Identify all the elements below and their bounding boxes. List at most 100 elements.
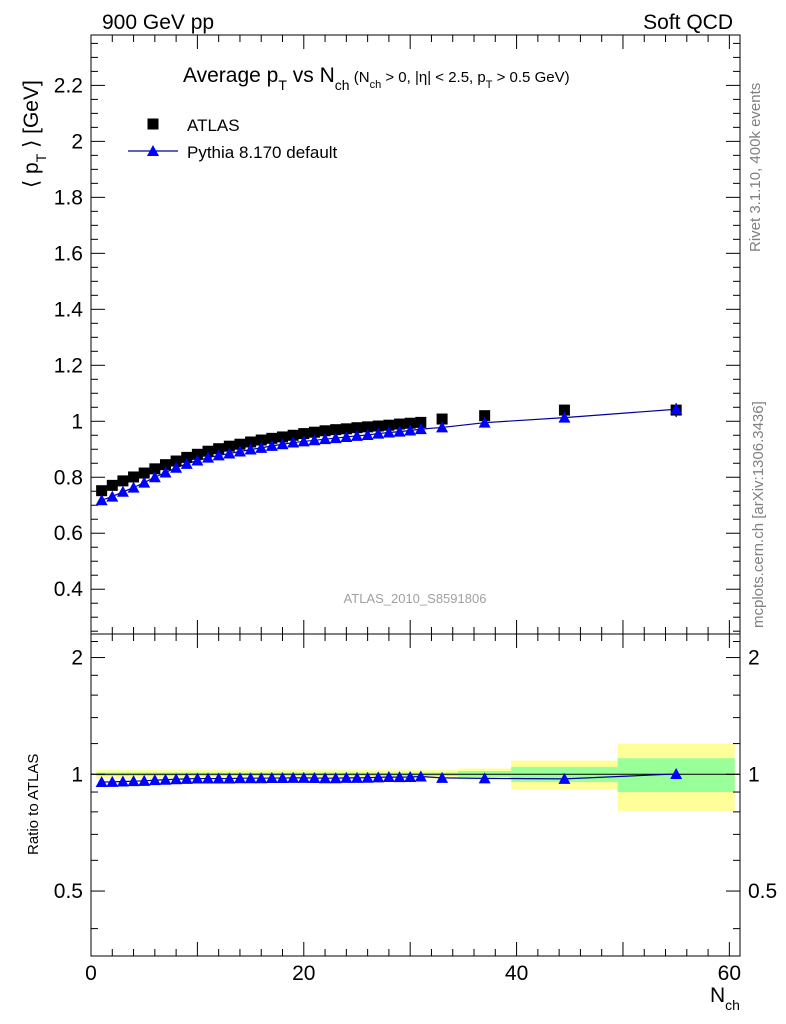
atlas-point xyxy=(138,467,150,479)
pythia-point xyxy=(116,485,129,497)
atlas-point xyxy=(159,459,171,471)
atlas-point xyxy=(191,448,203,460)
pythia-ratio-point xyxy=(276,772,289,784)
pythia-point xyxy=(255,441,268,453)
y-tick-label-top-0: 0.4 xyxy=(54,578,84,601)
pythia-point xyxy=(558,411,571,423)
pythia-ratio-point xyxy=(361,771,374,783)
atlas-point xyxy=(308,426,320,438)
y-tick-label-bottom-left-1: 1 xyxy=(71,763,83,786)
bottom-plot-frame xyxy=(90,633,741,957)
atlas-point xyxy=(170,455,182,467)
atlas-point xyxy=(436,413,448,425)
rivet-label: Rivet 3.1.10, 400k events xyxy=(747,83,764,252)
pythia-ratio-point xyxy=(382,771,395,783)
pythia-ratio-point xyxy=(308,772,321,784)
pythia-point xyxy=(308,434,321,446)
mcplots-label: mcplots.cern.ch [arXiv:1306.3436] xyxy=(750,401,767,628)
y-tick-label-top-7: 1.8 xyxy=(54,186,83,209)
pythia-point xyxy=(223,447,236,459)
pythia-ratio-point xyxy=(202,772,215,784)
pythia-ratio-point xyxy=(404,771,417,783)
pythia-point xyxy=(180,457,193,469)
atlas-point xyxy=(287,429,299,441)
atlas-point xyxy=(277,431,289,443)
pythia-ratio-point xyxy=(116,775,129,787)
pythia-ratio-point xyxy=(191,772,204,784)
pythia-ratio-point xyxy=(106,775,119,787)
pythia-ratio-point xyxy=(223,772,236,784)
pythia-point xyxy=(436,421,449,433)
y-axis-label-bottom: Ratio to ATLAS xyxy=(25,754,42,855)
pythia-point xyxy=(106,490,119,502)
pythia-point xyxy=(361,428,374,440)
y-tick-label-top-5: 1.4 xyxy=(54,298,84,321)
atlas-point xyxy=(372,420,384,432)
atlas-point xyxy=(96,485,108,497)
pythia-ratio-point xyxy=(393,771,406,783)
atlas-point xyxy=(479,410,491,422)
pythia-point xyxy=(159,466,172,478)
pythia-ratio-point xyxy=(372,771,385,783)
pythia-point xyxy=(202,451,215,463)
legend-atlas-marker xyxy=(147,118,159,130)
pythia-ratio-point xyxy=(478,772,491,784)
pythia-ratio-point xyxy=(319,772,332,784)
pythia-ratio-point xyxy=(170,773,183,785)
atlas-point xyxy=(319,425,331,437)
pythia-point xyxy=(233,445,246,457)
pythia-point xyxy=(265,439,278,451)
pythia-ratio-point xyxy=(244,772,257,784)
pythia-point xyxy=(372,427,385,439)
pythia-ratio-point xyxy=(212,772,225,784)
atlas-point xyxy=(266,432,278,444)
x-tick-label-3: 60 xyxy=(718,962,741,985)
pythia-point xyxy=(319,433,332,445)
atlas-point xyxy=(394,418,406,430)
pythia-ratio-point xyxy=(95,776,108,788)
x-tick-label-0: 0 xyxy=(85,962,97,985)
pythia-ratio-point xyxy=(148,774,161,786)
pythia-point xyxy=(212,449,225,461)
pythia-point xyxy=(148,471,161,483)
atlas-point xyxy=(362,421,374,433)
legend-pythia-marker xyxy=(147,145,159,156)
atlas-point xyxy=(340,423,352,435)
pythia-ratio-point xyxy=(255,772,268,784)
y-axis-label-top: ⟨ pT ⟩ [GeV] xyxy=(20,80,49,188)
pythia-ratio-point xyxy=(350,771,363,783)
x-tick-label-2: 40 xyxy=(505,962,528,985)
pythia-ratio-point xyxy=(558,772,571,784)
pythia-ratio-point xyxy=(436,771,449,783)
pythia-point xyxy=(382,426,395,438)
atlas-point xyxy=(415,416,427,428)
pythia-point xyxy=(191,454,204,466)
atlas-point xyxy=(255,434,267,446)
pythia-ratio-point xyxy=(127,775,140,787)
atlas-point xyxy=(128,471,140,483)
pythia-ratio-point xyxy=(265,772,278,784)
y-tick-label-top-6: 1.6 xyxy=(54,242,83,265)
atlas-point xyxy=(117,475,129,487)
pythia-point xyxy=(340,430,353,442)
pythia-point xyxy=(95,494,108,506)
atlas-point xyxy=(558,404,570,416)
watermark: ATLAS_2010_S8591806 xyxy=(344,591,487,606)
y-tick-label-bottom-left-0: 0.5 xyxy=(54,880,83,903)
pythia-point xyxy=(350,429,363,441)
pythia-ratio-point xyxy=(180,772,193,784)
pythia-ratio-point xyxy=(297,771,310,783)
x-tick-label-1: 20 xyxy=(292,962,315,985)
y-tick-label-bottom-right-2: 2 xyxy=(748,647,760,670)
pythia-point xyxy=(287,436,300,448)
pythia-point xyxy=(329,432,342,444)
atlas-point xyxy=(181,451,193,463)
y-tick-label-bottom-right-1: 1 xyxy=(748,763,760,786)
pythia-point xyxy=(404,424,417,436)
atlas-point xyxy=(383,419,395,431)
main-title: Average pT vs Nch (Nch > 0, |η| < 2.5, p… xyxy=(183,64,570,93)
pythia-ratio-point xyxy=(159,773,172,785)
y-tick-label-bottom-left-2: 2 xyxy=(71,647,83,670)
y-tick-label-top-4: 1.2 xyxy=(54,354,83,377)
